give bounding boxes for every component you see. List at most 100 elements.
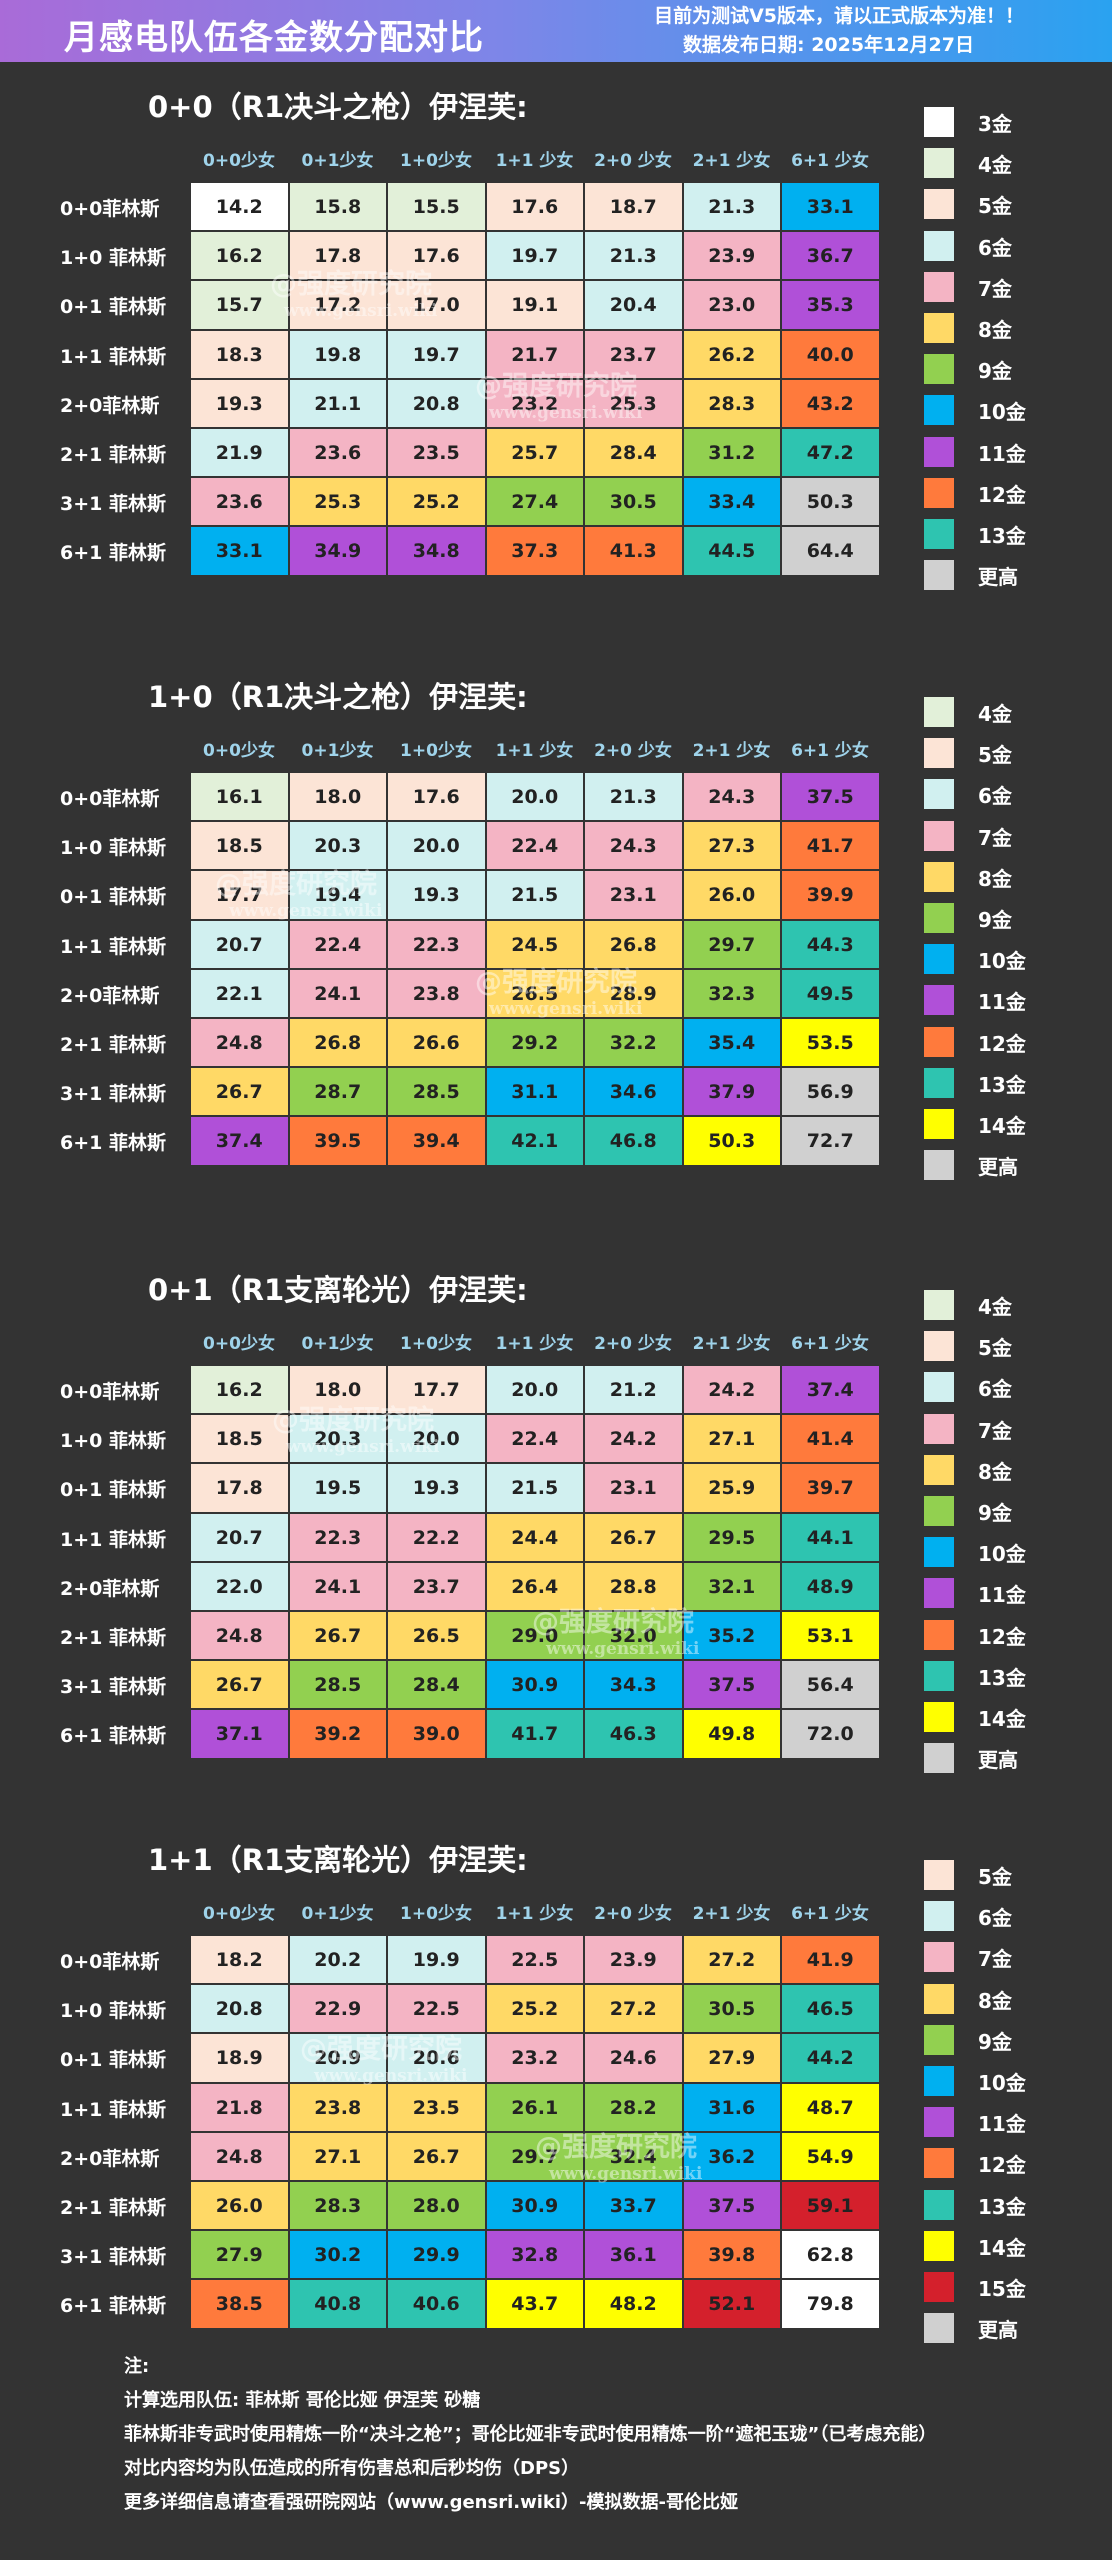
table-cell: 22.5 (485, 1935, 584, 1985)
legend-label: 13金 (978, 1072, 1026, 1097)
column-header: 1+0少女 (400, 1904, 472, 1924)
table-cell: 41.9 (781, 1935, 880, 1985)
legend-label: 更高 (978, 1155, 1018, 1180)
table-cell: 24.2 (682, 1365, 781, 1415)
table-cell: 30.5 (682, 1984, 781, 2034)
page-title: 月感电队伍各金数分配对比 (64, 18, 484, 58)
column-header: 6+1 少女 (791, 151, 869, 171)
table-cell: 19.5 (288, 1463, 387, 1513)
table-cell: 37.9 (682, 1067, 781, 1117)
column-header: 1+0少女 (400, 151, 472, 171)
table-cell: 20.2 (288, 1935, 387, 1985)
table-cell: 44.5 (682, 526, 781, 576)
legend-label: 13金 (978, 2194, 1026, 2219)
legend-label: 6金 (978, 235, 1012, 260)
column-header: 2+1 少女 (692, 151, 771, 171)
legend-label: 5金 (978, 194, 1012, 219)
table-cell: 17.7 (387, 1365, 486, 1415)
footnote-line: 计算选用队伍: 菲林斯 哥伦比娅 伊涅芙 砂糖 (124, 2390, 481, 2411)
table-cell: 33.1 (781, 182, 880, 232)
table-cell: 34.9 (288, 526, 387, 576)
table-cell: 41.7 (781, 821, 880, 871)
legend-swatch (924, 1983, 954, 2014)
legend-swatch (924, 1901, 954, 1932)
table-cell: 52.1 (682, 2279, 781, 2329)
row-header: 3+1 菲林斯 (60, 493, 166, 516)
table-cell: 14.2 (190, 182, 289, 232)
table-cell: 24.8 (190, 1611, 289, 1661)
column-header: 2+0 少女 (594, 1334, 672, 1354)
table-cell: 22.1 (190, 968, 289, 1018)
column-header: 2+0 少女 (594, 741, 672, 761)
table-cell: 23.5 (387, 428, 486, 478)
table-cell: 34.6 (584, 1067, 683, 1117)
legend-label: 4金 (978, 153, 1012, 178)
row-header: 6+1 菲林斯 (60, 2295, 166, 2318)
legend-label: 13金 (978, 1665, 1026, 1690)
table-cell: 17.8 (288, 231, 387, 281)
table-cell: 41.4 (781, 1414, 880, 1464)
table-cell: 26.0 (682, 870, 781, 920)
row-header: 1+0 菲林斯 (60, 247, 166, 270)
legend-swatch (924, 1109, 954, 1139)
table-cell: 48.9 (781, 1561, 880, 1611)
table-cell: 26.7 (190, 1660, 289, 1710)
table-cell: 35.4 (682, 1018, 781, 1068)
table-cell: 21.5 (485, 1463, 584, 1513)
table-cell: 32.3 (682, 968, 781, 1018)
table-cell: 25.7 (485, 428, 584, 478)
footnotes: 注: 计算选用队伍: 菲林斯 哥伦比娅 伊涅芙 砂糖 菲林斯非专武时使用精炼一阶… (124, 2350, 936, 2520)
column-header: 2+1 少女 (692, 1334, 771, 1354)
row-header: 2+1 菲林斯 (60, 444, 166, 466)
legend-label: 11金 (978, 2112, 1026, 2137)
table-cell: 25.2 (485, 1984, 584, 2034)
table-cell: 36.1 (584, 2230, 683, 2280)
table-cell: 37.4 (190, 1116, 289, 1166)
table-cell: 27.3 (682, 821, 781, 871)
table-cell: 23.9 (584, 1935, 683, 1985)
legend-label: 5金 (978, 743, 1012, 768)
table-cell: 56.9 (781, 1067, 880, 1117)
table-cell: 21.2 (584, 1365, 683, 1415)
row-header: 3+1 菲林斯 (60, 1083, 166, 1106)
table-cell: 21.5 (485, 870, 584, 920)
table-cell: 15.7 (190, 280, 289, 330)
legend-label: 8金 (978, 866, 1012, 891)
legend-swatch (924, 148, 954, 179)
table-cell: 26.6 (387, 1018, 486, 1068)
column-header: 1+1 少女 (495, 1334, 574, 1354)
table-cell: 29.7 (682, 919, 781, 969)
legend-swatch (924, 903, 954, 933)
table-cell: 26.0 (190, 2181, 289, 2231)
header-banner: 月感电队伍各金数分配对比 目前为测试V5版本，请以正式版本为准！！ 数据发布日期… (0, 0, 1112, 62)
table-cell: 20.8 (190, 1984, 289, 2034)
row-header: 2+0菲林斯 (60, 2147, 160, 2170)
table-cell: 26.7 (190, 1067, 289, 1117)
table-cell: 23.2 (485, 2033, 584, 2083)
legend-label: 4金 (978, 1295, 1012, 1319)
legend-swatch (924, 2024, 954, 2055)
table-cell: 17.2 (288, 280, 387, 330)
table-cell: 17.6 (485, 182, 584, 232)
row-header: 1+1 菲林斯 (60, 935, 166, 958)
table-cell: 44.2 (781, 2033, 880, 2083)
table-cell: 28.3 (288, 2181, 387, 2231)
table-cell: 22.0 (190, 1561, 289, 1611)
table-cell: 25.3 (584, 378, 683, 428)
table-cell: 24.4 (485, 1512, 584, 1562)
table-cell: 23.6 (190, 477, 289, 527)
section-title: 0+1（R1支离轮光）伊涅芙: (148, 1273, 528, 1307)
table-cell: 20.0 (485, 772, 584, 822)
legend-label: 8金 (978, 318, 1012, 342)
legend-swatch (924, 1496, 954, 1526)
table-cell: 26.7 (387, 2131, 486, 2181)
table-cell: 33.7 (584, 2181, 683, 2231)
legend-swatch (924, 1150, 954, 1181)
row-header: 0+1 菲林斯 (60, 2049, 166, 2072)
table-cell: 56.4 (781, 1660, 880, 1710)
table-cell: 17.6 (387, 231, 486, 281)
table-cell: 23.0 (682, 280, 781, 330)
table-cell: 32.0 (584, 1611, 683, 1661)
column-header: 1+1 少女 (495, 741, 574, 761)
legend-swatch (924, 2066, 954, 2096)
